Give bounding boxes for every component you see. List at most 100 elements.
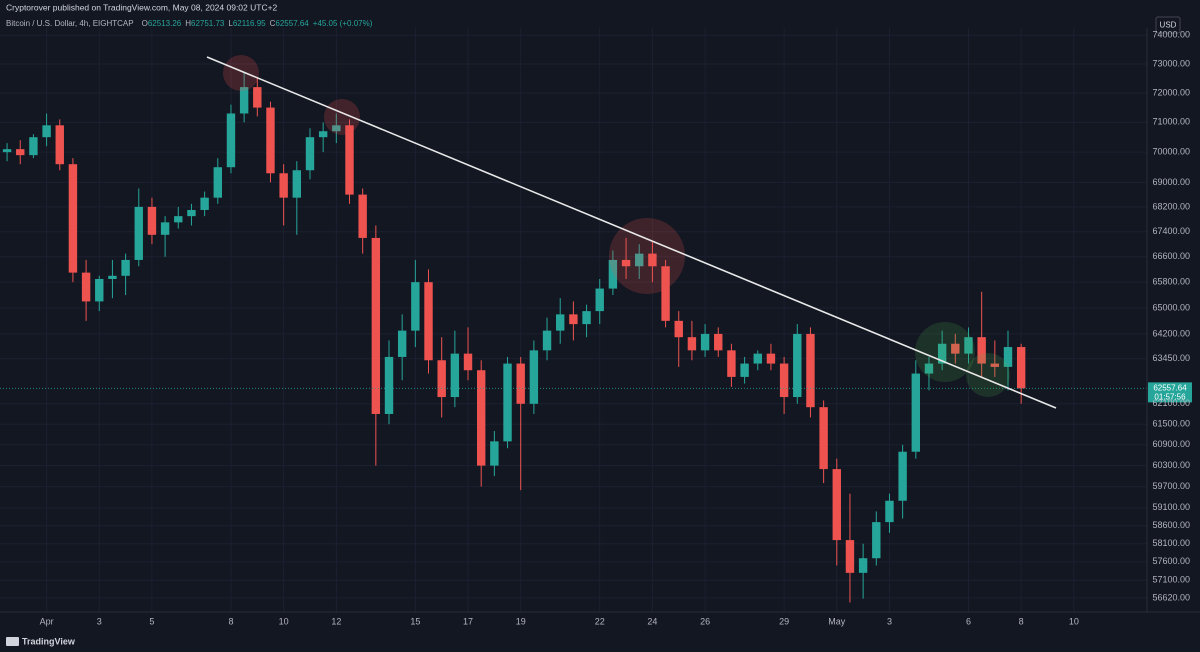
candle-body (279, 173, 288, 198)
candle-body (990, 363, 1000, 367)
candle-body (951, 343, 960, 354)
candle-body (226, 113, 236, 168)
candle-body (819, 407, 828, 470)
candle-body (147, 206, 157, 235)
candle-body (569, 314, 578, 325)
candle-body (95, 278, 104, 302)
candle-body (1016, 347, 1026, 389)
candle-body (239, 87, 249, 114)
candle-body (108, 275, 117, 279)
candle-body (29, 137, 38, 156)
candle-body (542, 330, 552, 351)
candle-body (476, 370, 486, 466)
candle-body (358, 194, 367, 238)
candle-body (253, 87, 262, 108)
candle-body (924, 363, 934, 374)
candle-body (674, 320, 683, 338)
candle-body (885, 500, 894, 523)
legend-key: C (270, 19, 276, 28)
y-tick-label: 65800.00 (1152, 277, 1190, 287)
candle-body (964, 337, 973, 354)
y-tick-label: 70000.00 (1152, 147, 1190, 157)
y-tick-label: 59700.00 (1152, 481, 1190, 491)
candle-body (200, 197, 209, 210)
y-tick-label: 60900.00 (1152, 439, 1190, 449)
y-tick-label: 67400.00 (1152, 226, 1190, 236)
candle-body (503, 363, 512, 442)
x-tick-label: 3 (887, 616, 892, 626)
legend-key: O (142, 19, 148, 28)
y-tick-label: 65000.00 (1152, 302, 1190, 312)
candle-body (793, 333, 802, 398)
y-tick-label: 71000.00 (1152, 117, 1190, 127)
candle-body (608, 259, 618, 289)
highlight-circle (609, 218, 685, 294)
x-tick-label: 3 (97, 616, 102, 626)
x-tick-label: 10 (1069, 616, 1079, 626)
candle-body (213, 167, 222, 198)
legend-value: 62557.64 (275, 19, 309, 28)
candle-body (845, 540, 855, 573)
y-tick-label: 74000.00 (1152, 30, 1190, 40)
y-tick-label: 72000.00 (1152, 87, 1190, 97)
x-tick-label: 12 (331, 616, 341, 626)
x-tick-label: 6 (966, 616, 971, 626)
candle-body (700, 333, 710, 351)
candle-body (714, 333, 723, 351)
x-tick-label: 8 (1019, 616, 1024, 626)
candle-body (779, 363, 789, 398)
legend-change: +45.05 (+0.07%) (313, 19, 373, 28)
candle-body (911, 373, 921, 452)
y-tick-label: 73000.00 (1152, 58, 1190, 68)
candle-body (16, 149, 25, 156)
candle-body (661, 266, 670, 321)
highlight-circle (915, 322, 975, 382)
candle-body (292, 170, 302, 198)
candle-body (529, 350, 539, 404)
y-tick-label: 69000.00 (1152, 177, 1190, 187)
candle-body (937, 343, 947, 364)
y-tick-label: 60300.00 (1152, 460, 1190, 470)
x-tick-label: 29 (779, 616, 789, 626)
candle-body (635, 253, 644, 267)
candle-body (174, 216, 183, 223)
y-tick-label: 56620.00 (1152, 592, 1190, 602)
symbol: Bitcoin / U.S. Dollar, 4h, EIGHTCAP (6, 19, 134, 28)
highlight-circle (223, 55, 259, 91)
candle-body (450, 353, 460, 398)
legend-value: 62513.26 (148, 19, 182, 28)
x-tick-label: 19 (516, 616, 526, 626)
candle-body (345, 125, 354, 195)
legend-key: L (228, 19, 233, 28)
candle-body (68, 164, 78, 273)
y-tick-label: 63450.00 (1152, 353, 1190, 363)
candle-body (424, 282, 433, 361)
candle-body (187, 209, 196, 217)
highlight-circle (966, 353, 1010, 397)
x-tick-label: 8 (228, 616, 233, 626)
candle-body (727, 350, 736, 377)
logo (6, 637, 19, 646)
candle-body (753, 353, 762, 364)
y-tick-label: 66600.00 (1152, 251, 1190, 261)
y-tick-label: 62100.00 (1152, 398, 1190, 408)
candle-body (121, 259, 130, 276)
candle-body (977, 337, 986, 364)
price-tag-value: 62557.64 (1153, 383, 1187, 392)
candle-body (648, 253, 657, 267)
candle-body (318, 131, 328, 138)
price-tag-box (1148, 382, 1192, 403)
y-tick-label: 68200.00 (1152, 201, 1190, 211)
y-tick-label: 57600.00 (1152, 556, 1190, 566)
candle-body (582, 311, 591, 325)
trendline (206, 56, 1057, 409)
candle-body (595, 288, 604, 312)
candle-body (397, 330, 407, 357)
candle-body (516, 363, 525, 404)
y-tick-label: 58100.00 (1152, 538, 1190, 548)
candle-body (134, 206, 143, 260)
candle-body (411, 282, 420, 331)
candle-body (806, 333, 815, 408)
